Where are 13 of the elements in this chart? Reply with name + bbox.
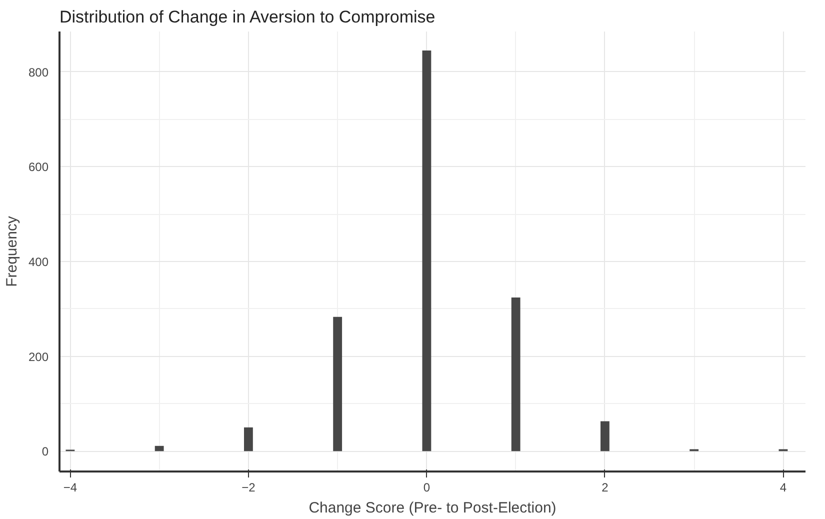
x-tick-label: 0 bbox=[423, 480, 430, 494]
x-tick-label: −4 bbox=[63, 480, 78, 494]
y-axis-title: Frequency bbox=[3, 216, 20, 287]
chart-title: Distribution of Change in Aversion to Compromise bbox=[60, 8, 436, 26]
x-tick-label: 4 bbox=[780, 480, 787, 494]
y-tick-label: 600 bbox=[28, 160, 49, 174]
x-axis-title: Change Score (Pre- to Post-Election) bbox=[308, 500, 556, 516]
y-tick-label: 800 bbox=[28, 65, 49, 80]
x-tick-label: 2 bbox=[602, 480, 609, 494]
y-tick-label: 400 bbox=[28, 254, 49, 269]
y-tick-label: 200 bbox=[28, 350, 49, 364]
y-tick-label: 0 bbox=[42, 444, 49, 459]
x-tick-label: −2 bbox=[242, 480, 256, 494]
